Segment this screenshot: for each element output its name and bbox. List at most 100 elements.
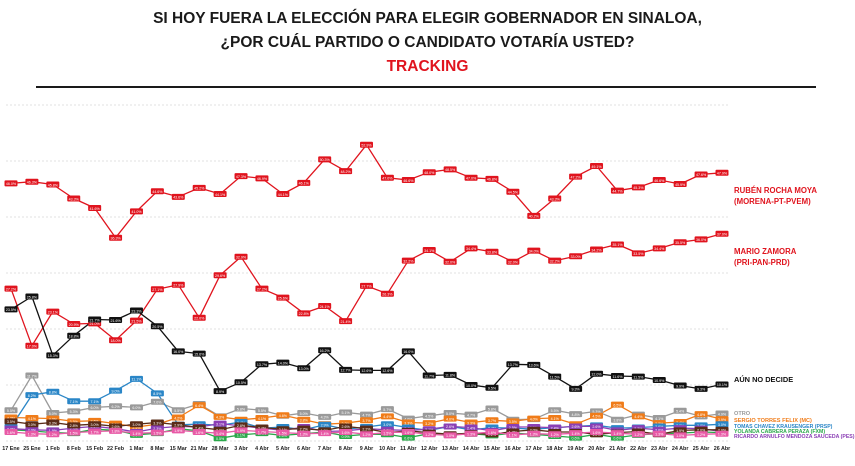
data-point-2-30 — [631, 373, 645, 380]
data-label-2-11: 10.5% — [236, 381, 247, 385]
data-point-7-21 — [443, 423, 457, 430]
data-point-1-23 — [485, 248, 499, 255]
data-label-5-34: 3.0% — [718, 423, 727, 427]
data-point-9-0 — [4, 429, 18, 436]
data-point-3-16 — [339, 409, 353, 416]
data-point-4-29 — [610, 401, 624, 408]
data-label-3-17: 4.7% — [362, 413, 371, 417]
data-label-7-1: 2.0% — [28, 429, 37, 433]
data-point-3-34 — [715, 410, 729, 417]
data-point-5-2 — [46, 388, 60, 395]
x-tick-label: 17 Ene — [2, 446, 19, 452]
data-label-2-24: 13.7% — [508, 363, 519, 367]
data-label-4-34: 3.9% — [718, 418, 727, 422]
data-label-3-28: 5.3% — [592, 410, 601, 414]
data-label-4-20: 3.2% — [425, 422, 434, 426]
data-label-1-20: 34.1% — [424, 249, 435, 253]
data-label-7-2: 1.9% — [49, 429, 58, 433]
data-label-2-26: 11.5% — [550, 375, 561, 379]
data-point-1-1 — [25, 342, 39, 349]
x-tick-label: 3 Abr — [234, 446, 248, 452]
data-label-3-1: 11.7% — [27, 374, 38, 378]
data-label-4-2: 4.0% — [49, 417, 58, 421]
data-point-9-4 — [88, 428, 102, 435]
data-label-9-1: 1.3% — [28, 433, 37, 437]
data-point-2-20 — [422, 372, 436, 379]
data-label-1-16: 21.4% — [340, 320, 351, 324]
data-point-3-8 — [171, 407, 185, 414]
data-point-0-0 — [4, 180, 18, 187]
series-label-0: (MORENA-PT-PVEM) — [734, 197, 811, 206]
x-tick-label: 28 Mar — [212, 446, 230, 452]
data-point-8-3 — [67, 422, 81, 429]
x-tick-label: 16 Abr — [505, 446, 522, 452]
data-label-4-21: 4.0% — [446, 417, 455, 421]
data-point-4-21 — [443, 415, 457, 422]
data-label-3-4: 6.0% — [91, 406, 100, 410]
data-label-1-31: 34.4% — [654, 247, 665, 251]
data-point-4-10 — [213, 413, 227, 420]
data-point-9-28 — [590, 429, 604, 436]
series-label-4: SERGIO TORRES FELIX (MC) — [734, 418, 812, 424]
data-label-4-30: 4.4% — [634, 415, 643, 419]
data-label-1-14: 22.8% — [299, 312, 310, 316]
data-label-0-18: 47.0% — [382, 177, 393, 181]
data-label-1-27: 33.0% — [571, 255, 582, 259]
x-tick-label: 18 Abr — [546, 446, 563, 452]
data-label-2-25: 13.6% — [529, 364, 540, 368]
data-point-9-16 — [339, 429, 353, 436]
data-label-2-12: 13.7% — [257, 363, 268, 367]
data-label-9-5: 1.8% — [111, 430, 120, 434]
data-label-0-23: 46.8% — [487, 178, 498, 182]
data-point-9-6 — [129, 430, 143, 437]
data-point-7-22 — [464, 424, 478, 431]
data-point-0-23 — [485, 175, 499, 182]
data-point-1-16 — [339, 318, 353, 325]
chart-subtitle-tracking: TRACKING — [386, 58, 469, 75]
x-tick-label: 21 Mar — [191, 446, 209, 452]
data-label-9-18: 1.5% — [383, 431, 392, 435]
data-label-4-24: 3.5% — [509, 420, 518, 424]
data-point-2-16 — [339, 366, 353, 373]
data-label-1-17: 27.7% — [361, 285, 372, 289]
data-label-5-5: 9.0% — [111, 389, 120, 393]
data-label-0-29: 44.7% — [612, 189, 623, 193]
data-point-0-30 — [631, 184, 645, 191]
data-label-2-17: 12.6% — [361, 369, 372, 373]
series-points: 46.0% 46.3% 45.8% 43.3% 41.6% 36.3% 41.0% 44.6%… — [4, 141, 729, 442]
data-point-4-12 — [255, 415, 269, 422]
data-label-1-3: 20.9% — [69, 323, 80, 327]
data-point-3-5 — [109, 403, 123, 410]
data-label-7-26: 2.4% — [551, 426, 560, 430]
data-point-8-1 — [25, 421, 39, 428]
data-label-8-8: 2.9% — [174, 424, 183, 428]
data-label-0-14: 46.1% — [299, 182, 310, 186]
data-label-6-10: 0.5% — [216, 437, 225, 441]
data-label-0-4: 41.6% — [90, 207, 101, 211]
data-label-8-14: 2.2% — [300, 427, 309, 431]
data-label-3-11: 5.8% — [237, 407, 246, 411]
data-point-9-7 — [150, 429, 164, 436]
data-label-0-19: 46.6% — [403, 179, 414, 183]
data-label-4-25: 4.0% — [530, 417, 539, 421]
data-point-4-14 — [297, 416, 311, 423]
data-label-9-10: 1.4% — [216, 432, 225, 436]
x-tick-label: 15 Mar — [170, 446, 188, 452]
data-label-2-21: 11.8% — [445, 374, 456, 378]
data-point-5-4 — [88, 398, 102, 405]
data-point-3-7 — [150, 398, 164, 405]
data-label-0-9: 45.2% — [194, 187, 205, 191]
data-point-0-33 — [694, 171, 708, 178]
data-point-0-6 — [129, 208, 143, 215]
data-label-8-9: 2.4% — [195, 426, 204, 430]
data-label-3-23: 5.8% — [488, 407, 497, 411]
x-tick-label: 7 Abr — [318, 446, 332, 452]
data-point-9-21 — [443, 432, 457, 439]
data-label-0-28: 49.1% — [591, 165, 602, 169]
data-point-3-27 — [569, 411, 583, 418]
data-label-2-10: 8.9% — [216, 390, 225, 394]
data-label-1-0: 27.2% — [6, 287, 17, 291]
data-label-1-6: 21.5% — [131, 319, 142, 323]
data-label-9-32: 1.0% — [676, 434, 685, 438]
data-label-8-7: 3.3% — [153, 421, 162, 425]
